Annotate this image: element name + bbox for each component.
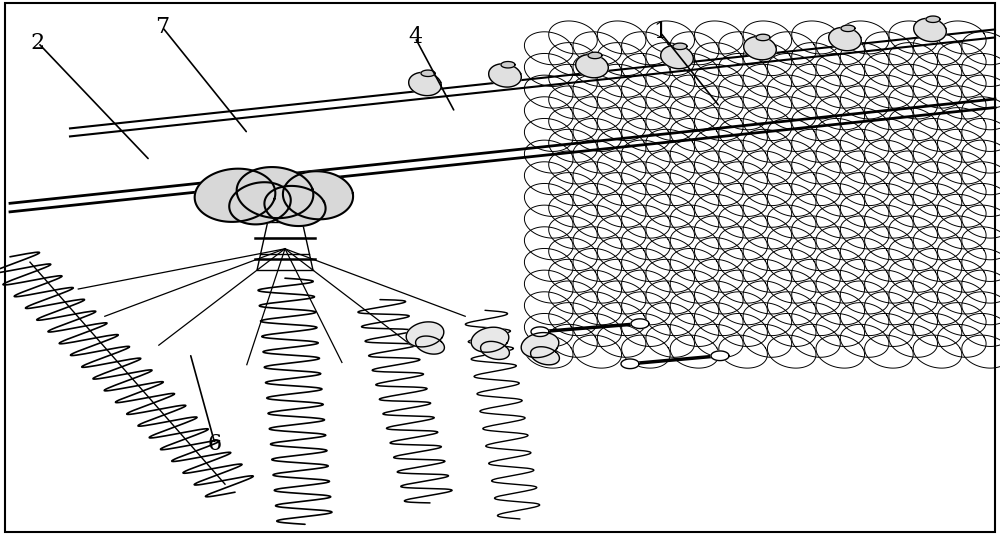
Polygon shape	[195, 169, 275, 222]
Polygon shape	[264, 186, 326, 226]
Polygon shape	[521, 333, 559, 357]
Text: 4: 4	[408, 26, 422, 49]
Polygon shape	[416, 336, 444, 354]
Polygon shape	[661, 45, 693, 68]
Polygon shape	[914, 18, 946, 42]
Polygon shape	[481, 341, 509, 360]
Polygon shape	[501, 62, 515, 68]
Polygon shape	[531, 327, 549, 337]
Polygon shape	[926, 16, 940, 22]
Text: 7: 7	[155, 16, 169, 38]
Text: 2: 2	[31, 32, 45, 54]
Polygon shape	[229, 182, 291, 224]
Polygon shape	[756, 34, 770, 41]
Polygon shape	[576, 55, 608, 78]
Polygon shape	[673, 43, 687, 50]
Polygon shape	[711, 351, 729, 361]
Polygon shape	[531, 347, 559, 365]
Polygon shape	[631, 319, 649, 328]
Polygon shape	[489, 64, 521, 87]
Text: 6: 6	[208, 433, 222, 455]
Polygon shape	[273, 171, 297, 182]
Polygon shape	[409, 72, 441, 96]
Polygon shape	[744, 36, 776, 60]
Text: 1: 1	[653, 21, 667, 43]
Polygon shape	[471, 327, 509, 352]
Polygon shape	[283, 171, 353, 219]
Polygon shape	[588, 52, 602, 59]
Polygon shape	[829, 27, 861, 51]
Polygon shape	[237, 167, 313, 218]
Polygon shape	[421, 70, 435, 77]
Polygon shape	[406, 322, 444, 347]
Polygon shape	[841, 25, 855, 32]
Polygon shape	[621, 359, 639, 369]
